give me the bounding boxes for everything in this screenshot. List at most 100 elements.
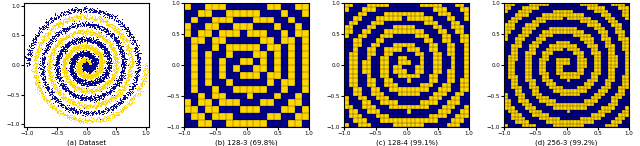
Point xyxy=(83,69,93,72)
Point xyxy=(94,69,104,72)
Point xyxy=(67,54,77,57)
Point xyxy=(124,76,134,79)
Point xyxy=(74,75,84,77)
Point xyxy=(106,99,116,101)
Point xyxy=(108,32,118,34)
Point xyxy=(79,62,90,65)
Point xyxy=(55,91,65,93)
Point xyxy=(65,60,76,62)
Point xyxy=(45,63,55,65)
Point xyxy=(54,42,65,45)
Point xyxy=(120,63,130,65)
Point xyxy=(62,26,72,28)
Point xyxy=(110,52,120,54)
Point xyxy=(44,92,54,94)
Point xyxy=(112,20,122,22)
Point xyxy=(43,87,53,89)
Point xyxy=(81,61,91,63)
Point xyxy=(68,35,79,37)
Point xyxy=(104,67,115,69)
Point xyxy=(79,76,89,78)
Point xyxy=(31,81,41,84)
Point xyxy=(49,51,60,53)
Point xyxy=(108,76,118,78)
Point xyxy=(101,20,111,22)
Point xyxy=(108,94,118,97)
Point xyxy=(137,85,147,87)
Point xyxy=(69,47,79,49)
Point xyxy=(129,72,139,74)
Point xyxy=(83,90,93,92)
Point xyxy=(121,31,131,34)
Point xyxy=(41,18,51,20)
Point xyxy=(79,117,90,119)
Point xyxy=(77,84,88,86)
Point xyxy=(86,31,97,33)
Point xyxy=(67,92,77,95)
Point xyxy=(122,79,132,81)
Point xyxy=(133,74,143,77)
Point xyxy=(58,67,68,69)
Point xyxy=(63,69,74,71)
Point xyxy=(88,57,98,59)
Point xyxy=(110,98,120,101)
Point xyxy=(76,22,86,25)
Point xyxy=(88,62,98,65)
Point xyxy=(68,19,79,21)
Point xyxy=(63,98,73,101)
Point xyxy=(60,13,70,16)
Point xyxy=(48,48,58,50)
Point xyxy=(49,50,60,53)
Point xyxy=(115,49,125,51)
Point xyxy=(113,44,123,46)
Point xyxy=(92,21,102,23)
Point xyxy=(93,50,104,53)
Point xyxy=(60,38,70,40)
Point xyxy=(91,46,101,48)
Point xyxy=(95,60,106,62)
Point xyxy=(29,70,39,72)
Point xyxy=(87,65,97,67)
Point xyxy=(77,46,87,49)
Point xyxy=(86,65,97,67)
Point xyxy=(81,24,92,26)
Point xyxy=(86,75,97,77)
Point xyxy=(79,46,89,48)
Point xyxy=(129,76,139,79)
Point xyxy=(84,77,94,79)
Point xyxy=(86,54,97,57)
Point xyxy=(79,73,90,76)
Point xyxy=(120,38,131,40)
Point xyxy=(43,70,53,72)
Point xyxy=(52,62,62,65)
Point xyxy=(97,69,107,71)
Point xyxy=(74,20,84,22)
Point xyxy=(65,82,76,84)
Point xyxy=(85,52,95,54)
Point xyxy=(68,9,78,11)
Point xyxy=(67,66,77,68)
Point xyxy=(75,60,85,63)
Point xyxy=(102,38,112,40)
Point xyxy=(78,75,88,77)
Point xyxy=(85,89,95,92)
Point xyxy=(86,69,97,71)
Point xyxy=(133,61,143,63)
Point xyxy=(79,90,89,92)
Point xyxy=(77,73,88,75)
Point xyxy=(90,90,100,92)
Point xyxy=(116,32,127,34)
Point xyxy=(104,67,115,70)
Point xyxy=(67,68,77,70)
Point xyxy=(35,86,45,88)
Point xyxy=(80,38,90,41)
Point xyxy=(88,65,98,67)
Point xyxy=(52,77,63,79)
Point xyxy=(56,93,66,95)
Point xyxy=(73,47,83,49)
Point xyxy=(41,42,51,44)
Point xyxy=(61,106,72,108)
Point xyxy=(33,75,43,77)
Point xyxy=(60,44,70,47)
Point xyxy=(84,9,95,11)
